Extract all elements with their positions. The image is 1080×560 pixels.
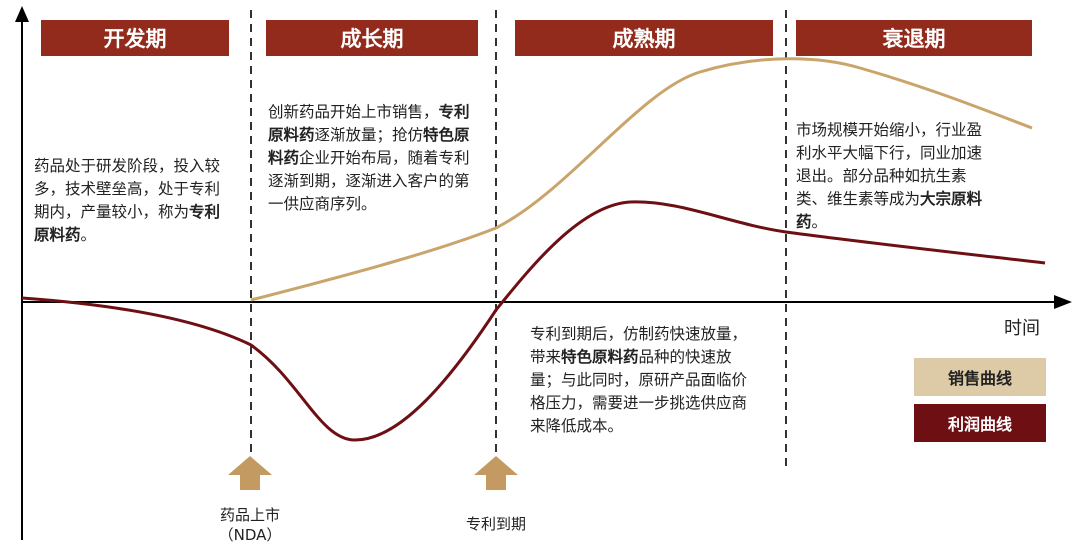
phase-maturity: 成熟期 [515, 20, 773, 56]
patent-expiry-marker-arrow [474, 456, 518, 490]
x-axis-label: 时间 [1004, 318, 1040, 339]
legend-profit: 利润曲线 [914, 404, 1046, 442]
patent-expiry-marker-label: 专利到期 [465, 515, 526, 533]
development-description: 药品处于研发阶段，投入较多，技术壁垒高，处于专利期内，产量较小，称为专利原料药。 [34, 157, 221, 244]
profit-curve [21, 200, 1046, 442]
maturity-description: 专利到期后，仿制药快速放量，带来特色原料药品种的快速放量；与此同时，原研产品面临… [530, 325, 748, 435]
x-axis-arrow [1054, 295, 1072, 309]
decline-description: 市场规模开始缩小，行业盈利水平大幅下行，同业加速退出。部分品种如抗生素类、维生素… [796, 121, 983, 231]
phase-growth: 成长期 [266, 20, 478, 56]
legend-sales: 销售曲线 [914, 358, 1046, 396]
nda-marker-arrow [228, 456, 272, 490]
sales-curve [250, 57, 1033, 302]
phase-development: 开发期 [41, 20, 229, 56]
phase-decline: 衰退期 [796, 20, 1032, 56]
y-axis-arrow [15, 6, 29, 22]
growth-description: 创新药品开始上市销售，专利原料药逐渐放量；抢仿特色原料药企业开始布局，随着专利逐… [268, 103, 470, 213]
nda-marker-label: 药品上市 （NDA） [218, 506, 282, 544]
